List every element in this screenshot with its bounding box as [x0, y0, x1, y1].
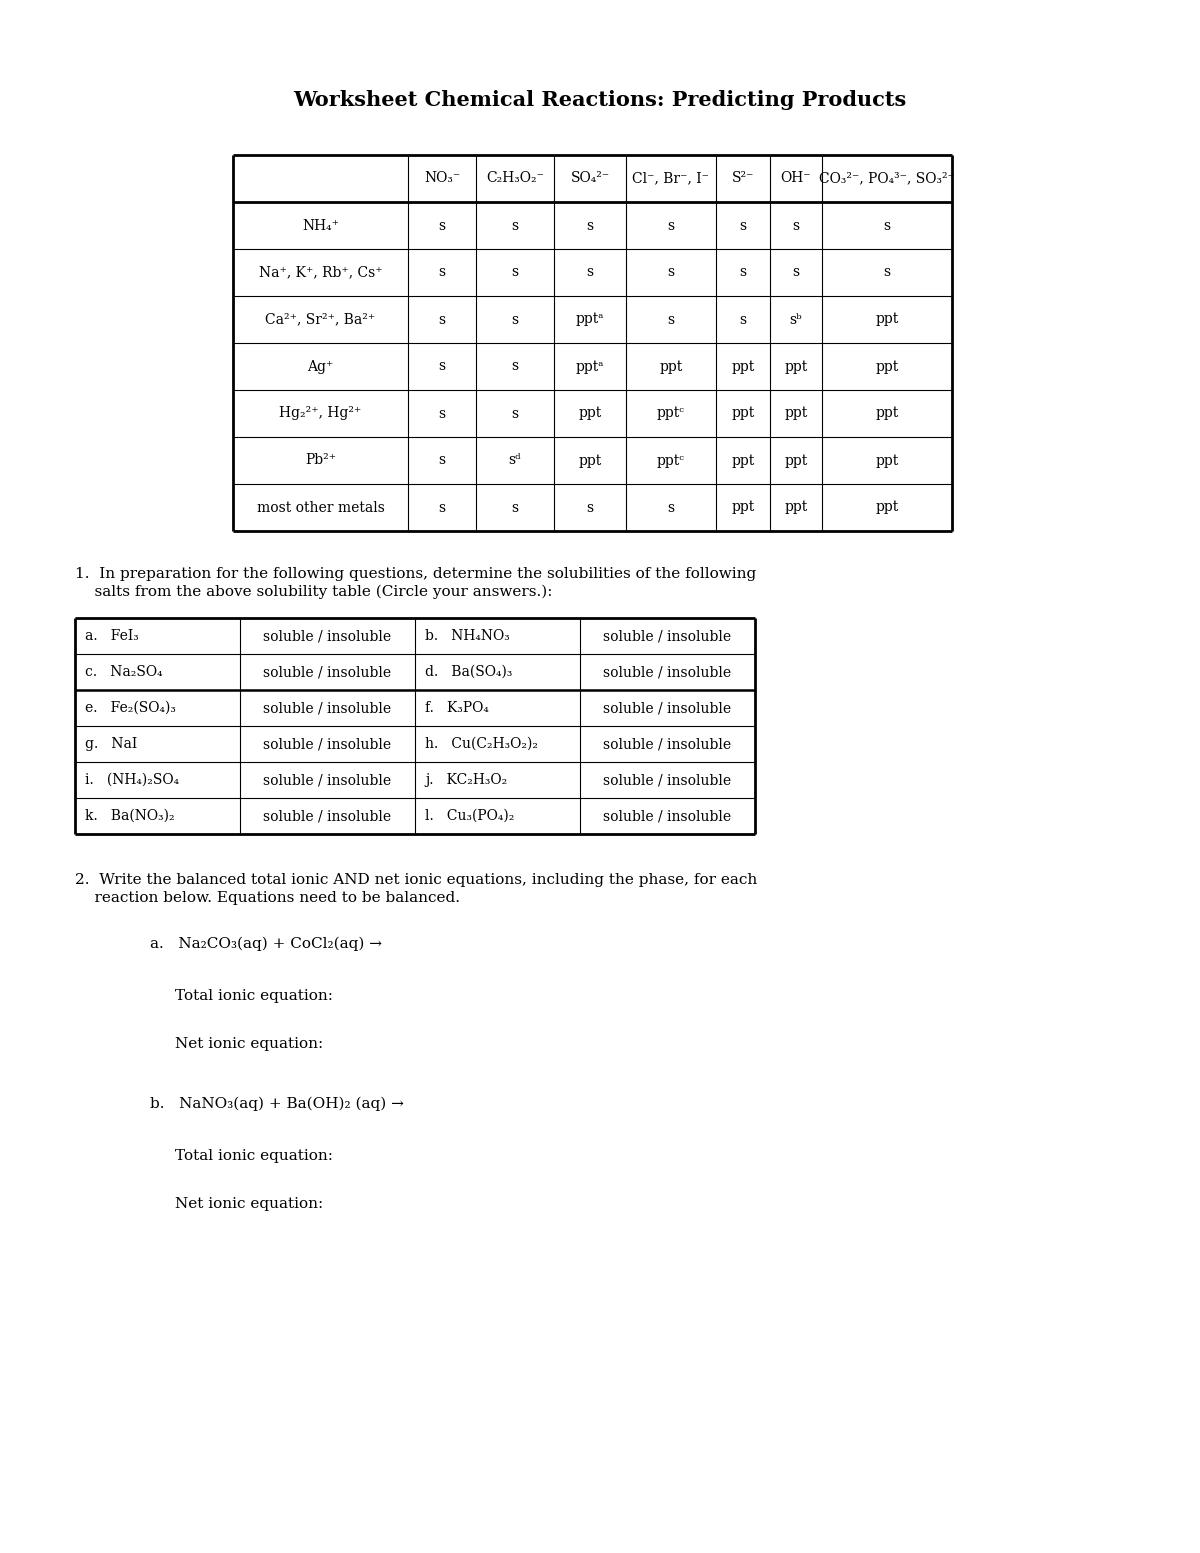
Text: Net ionic equation:: Net ionic equation: — [175, 1197, 323, 1211]
Text: k.   Ba(NO₃)₂: k. Ba(NO₃)₂ — [85, 809, 175, 823]
Text: s: s — [511, 266, 518, 280]
Text: e.   Fe₂(SO₄)₃: e. Fe₂(SO₄)₃ — [85, 700, 176, 714]
Text: soluble / insoluble: soluble / insoluble — [264, 665, 391, 679]
Text: reaction below. Equations need to be balanced.: reaction below. Equations need to be bal… — [74, 891, 460, 905]
Text: Hg₂²⁺, Hg²⁺: Hg₂²⁺, Hg²⁺ — [280, 407, 361, 421]
Text: ppt: ppt — [875, 312, 899, 326]
Text: soluble / insoluble: soluble / insoluble — [604, 809, 732, 823]
Text: h.   Cu(C₂H₃O₂)₂: h. Cu(C₂H₃O₂)₂ — [425, 738, 538, 752]
Text: soluble / insoluble: soluble / insoluble — [604, 700, 732, 714]
Text: s: s — [511, 359, 518, 374]
Text: ppt: ppt — [731, 453, 755, 467]
Text: s: s — [739, 266, 746, 280]
Text: ppt: ppt — [785, 453, 808, 467]
Text: soluble / insoluble: soluble / insoluble — [604, 665, 732, 679]
Text: ppt: ppt — [875, 500, 899, 514]
Text: 1.  In preparation for the following questions, determine the solubilities of th: 1. In preparation for the following ques… — [74, 567, 756, 581]
Text: soluble / insoluble: soluble / insoluble — [604, 738, 732, 752]
Text: NH₄⁺: NH₄⁺ — [302, 219, 340, 233]
Text: Total ionic equation:: Total ionic equation: — [175, 1149, 334, 1163]
Text: CO₃²⁻, PO₄³⁻, SO₃²⁻: CO₃²⁻, PO₄³⁻, SO₃²⁻ — [818, 171, 955, 185]
Text: ppt: ppt — [875, 359, 899, 374]
Text: pptᵃ: pptᵃ — [576, 312, 605, 326]
Text: ppt: ppt — [731, 500, 755, 514]
Text: s: s — [587, 500, 594, 514]
Text: Worksheet Chemical Reactions: Predicting Products: Worksheet Chemical Reactions: Predicting… — [293, 90, 907, 110]
Text: pptᵃ: pptᵃ — [576, 359, 605, 374]
Text: ppt: ppt — [731, 359, 755, 374]
Text: s: s — [739, 312, 746, 326]
Text: s: s — [438, 453, 445, 467]
Text: soluble / insoluble: soluble / insoluble — [604, 773, 732, 787]
Text: d.   Ba(SO₄)₃: d. Ba(SO₄)₃ — [425, 665, 512, 679]
Text: s: s — [587, 266, 594, 280]
Text: ppt: ppt — [731, 407, 755, 421]
Text: s: s — [792, 266, 799, 280]
Text: pptᶜ: pptᶜ — [658, 453, 685, 467]
Text: s: s — [511, 500, 518, 514]
Text: s: s — [438, 407, 445, 421]
Text: ppt: ppt — [785, 407, 808, 421]
Text: s: s — [438, 500, 445, 514]
Text: Na⁺, K⁺, Rb⁺, Cs⁺: Na⁺, K⁺, Rb⁺, Cs⁺ — [259, 266, 383, 280]
Text: ppt: ppt — [785, 500, 808, 514]
Text: OH⁻: OH⁻ — [781, 171, 811, 185]
Text: Total ionic equation:: Total ionic equation: — [175, 989, 334, 1003]
Text: b.   NaNO₃(aq) + Ba(OH)₂ (aq) →: b. NaNO₃(aq) + Ba(OH)₂ (aq) → — [150, 1096, 404, 1112]
Text: soluble / insoluble: soluble / insoluble — [264, 738, 391, 752]
Text: Ag⁺: Ag⁺ — [307, 359, 334, 374]
Text: soluble / insoluble: soluble / insoluble — [264, 809, 391, 823]
Text: i.   (NH₄)₂SO₄: i. (NH₄)₂SO₄ — [85, 773, 179, 787]
Text: s: s — [438, 359, 445, 374]
Text: ppt: ppt — [875, 407, 899, 421]
Text: ppt: ppt — [578, 453, 601, 467]
Text: S²⁻: S²⁻ — [732, 171, 755, 185]
Text: c.   Na₂SO₄: c. Na₂SO₄ — [85, 665, 163, 679]
Text: s: s — [587, 219, 594, 233]
Text: s: s — [792, 219, 799, 233]
Text: Ca²⁺, Sr²⁺, Ba²⁺: Ca²⁺, Sr²⁺, Ba²⁺ — [265, 312, 376, 326]
Text: s: s — [511, 312, 518, 326]
Text: s: s — [511, 219, 518, 233]
Text: s: s — [667, 219, 674, 233]
Text: most other metals: most other metals — [257, 500, 384, 514]
Text: ppt: ppt — [578, 407, 601, 421]
Text: l.   Cu₃(PO₄)₂: l. Cu₃(PO₄)₂ — [425, 809, 515, 823]
Text: salts from the above solubility table (Circle your answers.):: salts from the above solubility table (C… — [74, 585, 552, 599]
Text: soluble / insoluble: soluble / insoluble — [604, 629, 732, 643]
Text: NO₃⁻: NO₃⁻ — [424, 171, 460, 185]
Text: b.   NH₄NO₃: b. NH₄NO₃ — [425, 629, 510, 643]
Text: s: s — [883, 266, 890, 280]
Text: j.   KC₂H₃O₂: j. KC₂H₃O₂ — [425, 773, 508, 787]
Text: 2.  Write the balanced total ionic AND net ionic equations, including the phase,: 2. Write the balanced total ionic AND ne… — [74, 873, 757, 887]
Text: soluble / insoluble: soluble / insoluble — [264, 700, 391, 714]
Text: Pb²⁺: Pb²⁺ — [305, 453, 336, 467]
Text: f.   K₃PO₄: f. K₃PO₄ — [425, 700, 488, 714]
Text: s: s — [739, 219, 746, 233]
Text: soluble / insoluble: soluble / insoluble — [264, 629, 391, 643]
Text: ppt: ppt — [785, 359, 808, 374]
Text: a.   Na₂CO₃(aq) + CoCl₂(aq) →: a. Na₂CO₃(aq) + CoCl₂(aq) → — [150, 936, 382, 950]
Text: s: s — [667, 312, 674, 326]
Text: ppt: ppt — [875, 453, 899, 467]
Text: a.   FeI₃: a. FeI₃ — [85, 629, 139, 643]
Text: s: s — [511, 407, 518, 421]
Text: Cl⁻, Br⁻, I⁻: Cl⁻, Br⁻, I⁻ — [632, 171, 709, 185]
Text: g.   NaI: g. NaI — [85, 738, 137, 752]
Text: s: s — [438, 312, 445, 326]
Text: s: s — [667, 500, 674, 514]
Text: sᵇ: sᵇ — [790, 312, 803, 326]
Text: pptᶜ: pptᶜ — [658, 407, 685, 421]
Text: ppt: ppt — [659, 359, 683, 374]
Text: Net ionic equation:: Net ionic equation: — [175, 1037, 323, 1051]
Text: s: s — [438, 219, 445, 233]
Text: soluble / insoluble: soluble / insoluble — [264, 773, 391, 787]
Text: s: s — [667, 266, 674, 280]
Text: s: s — [438, 266, 445, 280]
Text: C₂H₃O₂⁻: C₂H₃O₂⁻ — [486, 171, 544, 185]
Text: sᵈ: sᵈ — [509, 453, 521, 467]
Text: SO₄²⁻: SO₄²⁻ — [570, 171, 610, 185]
Text: s: s — [883, 219, 890, 233]
